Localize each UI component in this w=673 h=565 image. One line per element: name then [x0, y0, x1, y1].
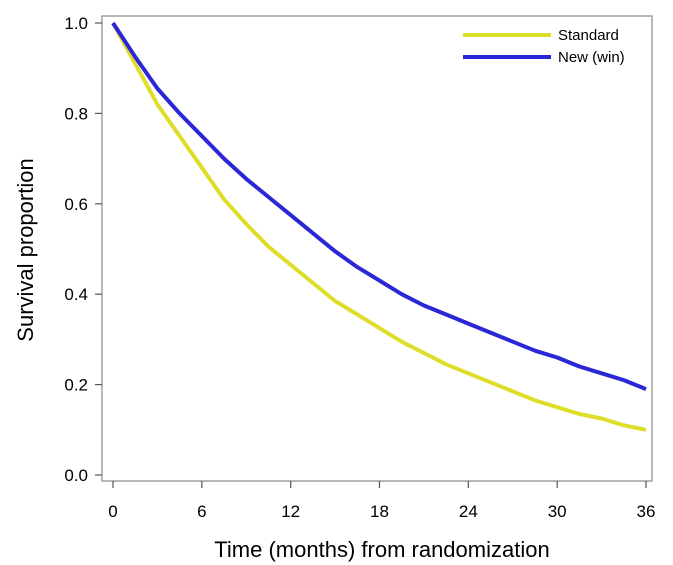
y-tick-label: 0.4	[64, 285, 88, 304]
legend-label-new-win: New (win)	[558, 49, 625, 66]
y-axis-label: Survival proportion	[13, 158, 38, 341]
x-tick-label: 18	[370, 502, 389, 521]
y-tick-label: 0.8	[64, 104, 88, 123]
plot-area	[101, 15, 653, 482]
x-tick-label: 30	[548, 502, 567, 521]
x-axis-ticks: 0 6 12 18 24 30 36	[108, 481, 655, 521]
x-tick-label: 0	[108, 502, 117, 521]
legend-label-standard: Standard	[558, 27, 619, 44]
plot-frame	[101, 15, 653, 482]
x-tick-label: 36	[637, 502, 656, 521]
y-axis-ticks: 0.0 0.2 0.4 0.6 0.8 1.0	[64, 14, 102, 485]
x-axis-label: Time (months) from randomization	[214, 537, 549, 562]
y-tick-label: 1.0	[64, 14, 88, 33]
y-tick-label: 0.2	[64, 376, 88, 395]
x-tick-label: 24	[459, 502, 478, 521]
series-line-standard	[111, 22, 647, 432]
series-layer	[111, 21, 647, 432]
x-tick-label: 6	[197, 502, 206, 521]
x-tick-label: 12	[281, 502, 300, 521]
y-tick-label: 0.0	[64, 466, 88, 485]
y-tick-label: 0.6	[64, 195, 88, 214]
legend: Standard New (win)	[463, 27, 625, 66]
series-line-new-win	[111, 21, 647, 391]
